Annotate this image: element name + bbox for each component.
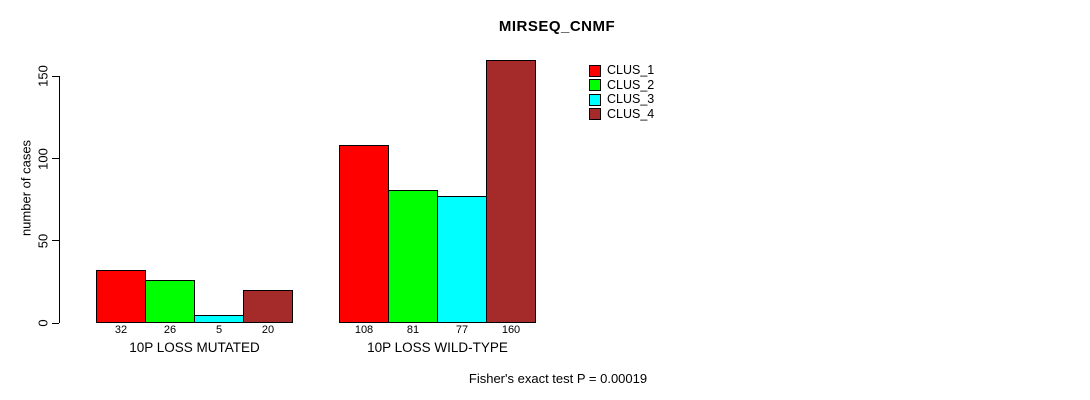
legend-label: CLUS_2 (607, 77, 655, 92)
bar-value-label: 5 (215, 324, 223, 336)
legend-label: CLUS_3 (607, 92, 655, 106)
legend-swatch-clus_3 (589, 93, 601, 106)
bar-value-label: 108 (354, 324, 374, 336)
bar-clus_1-group2 (339, 145, 389, 323)
legend-row: CLUS_4 (589, 106, 655, 121)
bar-clus_3-group2 (437, 196, 487, 323)
y-axis-tick-label: 0 (35, 319, 51, 327)
bar-clus_4-group1 (243, 290, 293, 323)
bar-clus_2-group1 (145, 280, 195, 323)
x-category-label: 10P LOSS MUTATED (129, 340, 260, 355)
bar-value-label: 32 (114, 324, 128, 336)
legend-label: CLUS_4 (607, 106, 655, 121)
y-axis-label: number of cases (18, 139, 34, 237)
bar-value-label: 26 (163, 324, 177, 336)
bar-clus_1-group1 (96, 270, 146, 323)
legend-label: CLUS_1 (607, 63, 655, 77)
annotation-text: Fisher's exact test P = 0.00019 (468, 371, 648, 386)
legend-row: CLUS_1 (589, 64, 654, 77)
bar-clus_2-group2 (388, 189, 438, 323)
x-category-label: 10P LOSS WILD-TYPE (367, 340, 508, 355)
y-axis-line (59, 76, 60, 323)
bar-value-label: 77 (455, 324, 469, 336)
y-axis-tick-label: 50 (35, 233, 51, 249)
y-axis-tick (52, 322, 59, 324)
y-axis-tick (52, 158, 59, 160)
y-axis-tick-label: 100 (35, 147, 51, 170)
legend-row: CLUS_3 (589, 93, 654, 106)
bar-value-label: 20 (261, 324, 275, 336)
bar-clus_3-group1 (194, 314, 244, 323)
y-axis-tick (52, 240, 59, 242)
legend-swatch-clus_2 (589, 79, 601, 91)
y-axis-tick-label: 150 (35, 65, 51, 88)
legend-swatch-clus_4 (589, 108, 601, 120)
legend-swatch-clus_1 (589, 64, 601, 77)
bar-clus_4-group2 (486, 59, 536, 323)
y-axis-tick (52, 75, 59, 77)
chart-title: MIRSEQ_CNMF (498, 18, 616, 35)
bar-value-label: 160 (501, 324, 521, 336)
legend-row: CLUS_2 (589, 77, 655, 92)
bar-value-label: 81 (406, 324, 420, 336)
legend: CLUS_1 CLUS_2 CLUS_3 CLUS_4 (589, 64, 654, 121)
